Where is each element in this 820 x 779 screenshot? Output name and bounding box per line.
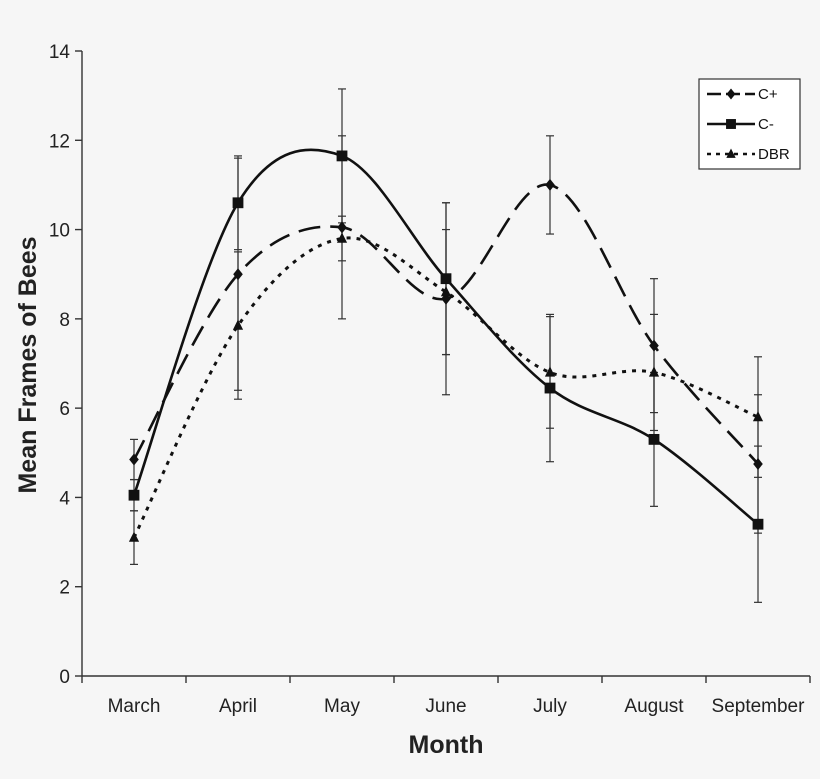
marker-diamond (649, 339, 659, 352)
marker-diamond (753, 457, 763, 470)
series-layer (128, 88, 764, 603)
marker-diamond (337, 221, 347, 234)
marker-triangle (232, 319, 244, 330)
markers-DBR (128, 232, 764, 542)
marker-triangle (440, 286, 452, 297)
plot-area: 0 2 4 6 8 10 12 14 March April May June July August S… (49, 42, 811, 717)
marker-square (544, 382, 556, 394)
y-tick-label: 14 (49, 42, 71, 63)
marker-diamond (129, 453, 139, 466)
y-axis-ticks: 0 2 4 6 8 10 12 14 (49, 42, 82, 688)
x-axis-title: Month (409, 731, 484, 759)
marker-triangle (752, 411, 764, 422)
y-tick-label: 10 (49, 221, 70, 242)
x-tick-label: April (219, 696, 257, 717)
legend-label-DBR: DBR (758, 146, 790, 163)
y-tick-label: 12 (49, 131, 70, 152)
y-tick-label: 0 (59, 667, 70, 688)
marker-square (440, 273, 452, 285)
markers-C- (128, 150, 764, 530)
markers-C+ (129, 178, 763, 470)
x-tick-label: May (324, 696, 360, 717)
marker-triangle (726, 148, 736, 158)
marker-diamond (545, 178, 555, 191)
marker-square (752, 518, 764, 530)
x-tick-label: August (624, 696, 684, 717)
x-tick-label: September (712, 696, 806, 717)
x-tick-label: July (533, 696, 567, 717)
marker-diamond (233, 268, 243, 281)
marker-triangle (336, 232, 348, 243)
y-tick-label: 4 (59, 488, 70, 509)
legend: C+ C- DBR (698, 78, 801, 170)
marker-square (648, 433, 660, 445)
y-tick-label: 2 (59, 578, 70, 599)
marker-triangle (128, 531, 140, 542)
x-tick-label: March (108, 696, 161, 717)
marker-triangle (648, 366, 660, 377)
marker-triangle (544, 366, 556, 377)
legend-label-C+: C+ (758, 86, 778, 103)
marker-square (232, 197, 244, 209)
y-tick-label: 6 (59, 399, 70, 420)
x-tick-label: June (425, 696, 466, 717)
x-axis-ticks: March April May June July August September (81, 676, 811, 717)
marker-square (726, 119, 736, 129)
marker-diamond (726, 88, 736, 100)
series-line-DBR (132, 236, 759, 539)
marker-square (336, 150, 348, 162)
legend-label-C-: C- (758, 116, 774, 133)
y-axis-title: Mean Frames of Bees (14, 236, 42, 493)
y-tick-label: 8 (59, 310, 70, 331)
marker-square (128, 489, 140, 501)
legend-entries: C+ C- DBR (707, 86, 790, 163)
